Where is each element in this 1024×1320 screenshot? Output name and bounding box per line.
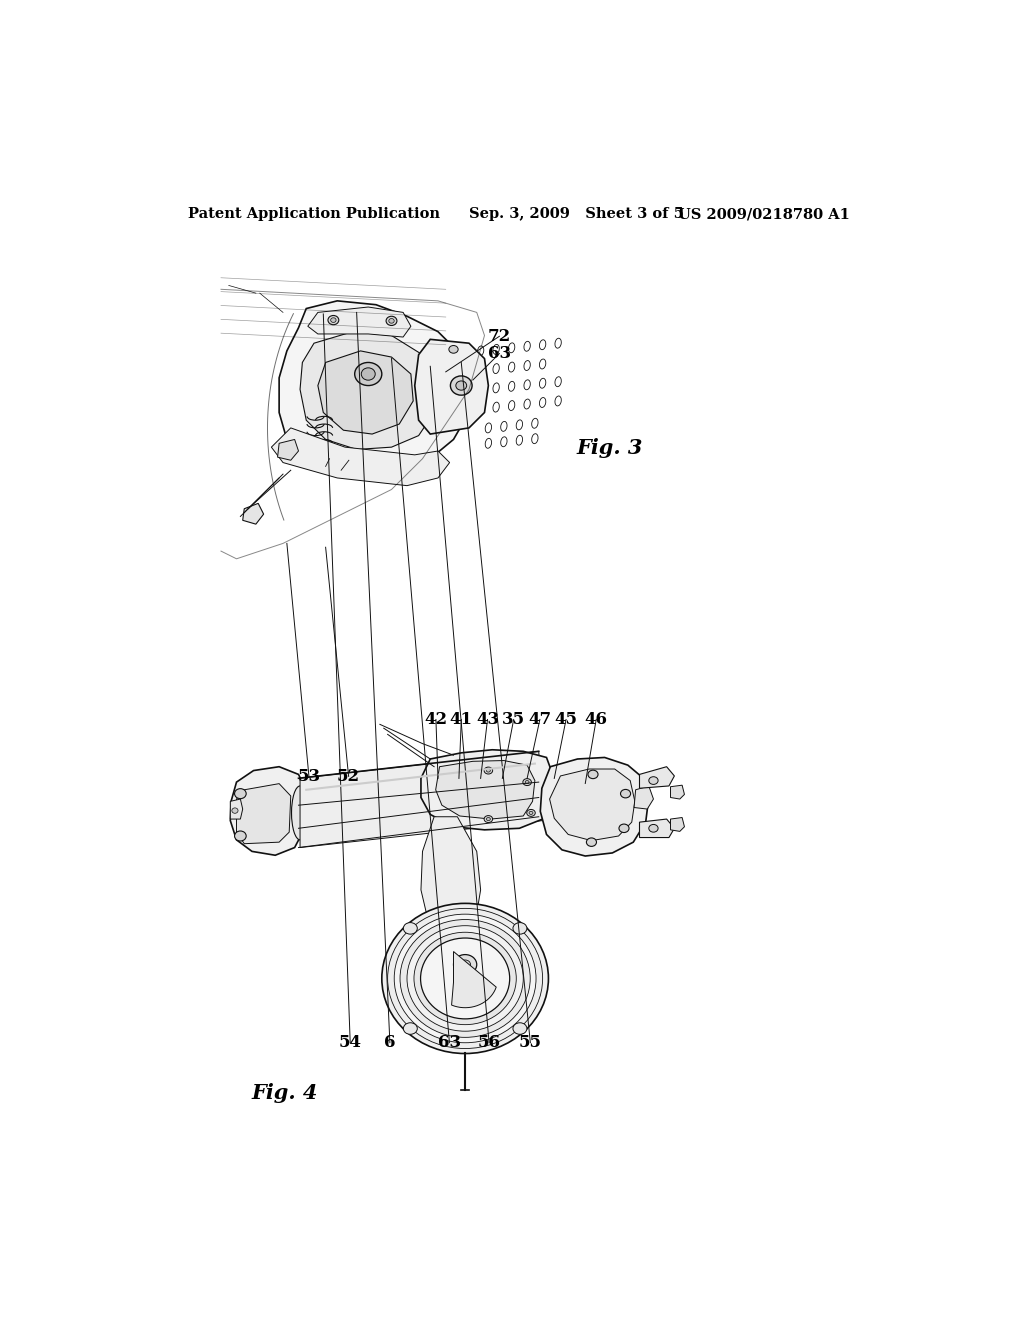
Ellipse shape xyxy=(386,317,397,326)
Ellipse shape xyxy=(525,780,529,784)
Text: 47: 47 xyxy=(528,711,552,727)
Ellipse shape xyxy=(354,363,382,385)
Ellipse shape xyxy=(382,903,549,1053)
Text: 45: 45 xyxy=(555,711,578,727)
Ellipse shape xyxy=(486,770,490,772)
Ellipse shape xyxy=(394,915,536,1043)
Text: Fig. 4: Fig. 4 xyxy=(251,1084,317,1104)
Text: 72: 72 xyxy=(487,327,511,345)
Text: 63: 63 xyxy=(438,1034,461,1051)
Polygon shape xyxy=(271,428,450,486)
Text: 42: 42 xyxy=(424,711,447,727)
Ellipse shape xyxy=(456,381,467,391)
Text: 46: 46 xyxy=(585,711,607,727)
Ellipse shape xyxy=(400,920,530,1038)
Polygon shape xyxy=(671,817,684,832)
Ellipse shape xyxy=(513,923,527,935)
Ellipse shape xyxy=(621,789,631,797)
Ellipse shape xyxy=(328,315,339,325)
Polygon shape xyxy=(634,785,653,809)
Ellipse shape xyxy=(526,809,536,816)
Text: 56: 56 xyxy=(477,1034,501,1051)
Ellipse shape xyxy=(388,908,543,1048)
Polygon shape xyxy=(508,766,528,812)
Polygon shape xyxy=(640,767,675,788)
Ellipse shape xyxy=(421,939,510,1019)
Ellipse shape xyxy=(454,954,477,974)
Polygon shape xyxy=(421,817,480,921)
Polygon shape xyxy=(640,818,675,837)
Ellipse shape xyxy=(587,838,597,846)
Polygon shape xyxy=(300,751,543,847)
Polygon shape xyxy=(452,952,497,1007)
Text: 41: 41 xyxy=(450,711,473,727)
Polygon shape xyxy=(484,764,506,810)
Polygon shape xyxy=(438,762,459,807)
Polygon shape xyxy=(421,750,553,830)
Polygon shape xyxy=(278,440,299,461)
Ellipse shape xyxy=(292,785,308,840)
Text: US 2009/0218780 A1: US 2009/0218780 A1 xyxy=(678,207,850,222)
Polygon shape xyxy=(243,503,263,524)
Polygon shape xyxy=(280,301,473,474)
Ellipse shape xyxy=(649,776,658,784)
Ellipse shape xyxy=(451,376,472,395)
Text: 53: 53 xyxy=(297,768,321,785)
Polygon shape xyxy=(435,760,535,818)
Ellipse shape xyxy=(484,767,493,774)
Ellipse shape xyxy=(460,960,471,969)
Ellipse shape xyxy=(649,825,658,832)
Text: Patent Application Publication: Patent Application Publication xyxy=(187,207,439,222)
Text: Sep. 3, 2009   Sheet 3 of 5: Sep. 3, 2009 Sheet 3 of 5 xyxy=(469,207,684,222)
Polygon shape xyxy=(230,799,243,818)
Ellipse shape xyxy=(234,832,246,841)
Text: 43: 43 xyxy=(476,711,499,727)
Ellipse shape xyxy=(449,346,458,354)
Polygon shape xyxy=(230,767,306,855)
Ellipse shape xyxy=(414,932,516,1024)
Ellipse shape xyxy=(403,1023,418,1035)
Polygon shape xyxy=(671,785,684,799)
Ellipse shape xyxy=(403,923,418,935)
Ellipse shape xyxy=(361,368,375,380)
Ellipse shape xyxy=(331,318,336,322)
Polygon shape xyxy=(308,308,411,337)
Ellipse shape xyxy=(618,824,629,833)
Text: 35: 35 xyxy=(502,711,525,727)
Text: 63: 63 xyxy=(487,345,511,362)
Polygon shape xyxy=(461,763,482,808)
Polygon shape xyxy=(550,770,635,841)
Ellipse shape xyxy=(588,770,598,779)
Text: 54: 54 xyxy=(339,1034,361,1051)
Polygon shape xyxy=(237,784,291,843)
Text: Fig. 3: Fig. 3 xyxy=(577,438,643,458)
Ellipse shape xyxy=(231,808,238,813)
Text: 55: 55 xyxy=(519,1034,542,1051)
Ellipse shape xyxy=(234,788,246,799)
Text: 52: 52 xyxy=(337,768,360,785)
Polygon shape xyxy=(541,758,649,855)
Ellipse shape xyxy=(484,816,493,822)
Text: 6: 6 xyxy=(384,1034,395,1051)
Polygon shape xyxy=(317,351,414,434)
Ellipse shape xyxy=(407,925,523,1031)
Ellipse shape xyxy=(486,817,490,821)
Polygon shape xyxy=(415,339,488,434)
Ellipse shape xyxy=(513,1023,527,1035)
Ellipse shape xyxy=(523,779,531,785)
Ellipse shape xyxy=(529,812,532,814)
Ellipse shape xyxy=(389,318,394,323)
Polygon shape xyxy=(300,331,438,449)
